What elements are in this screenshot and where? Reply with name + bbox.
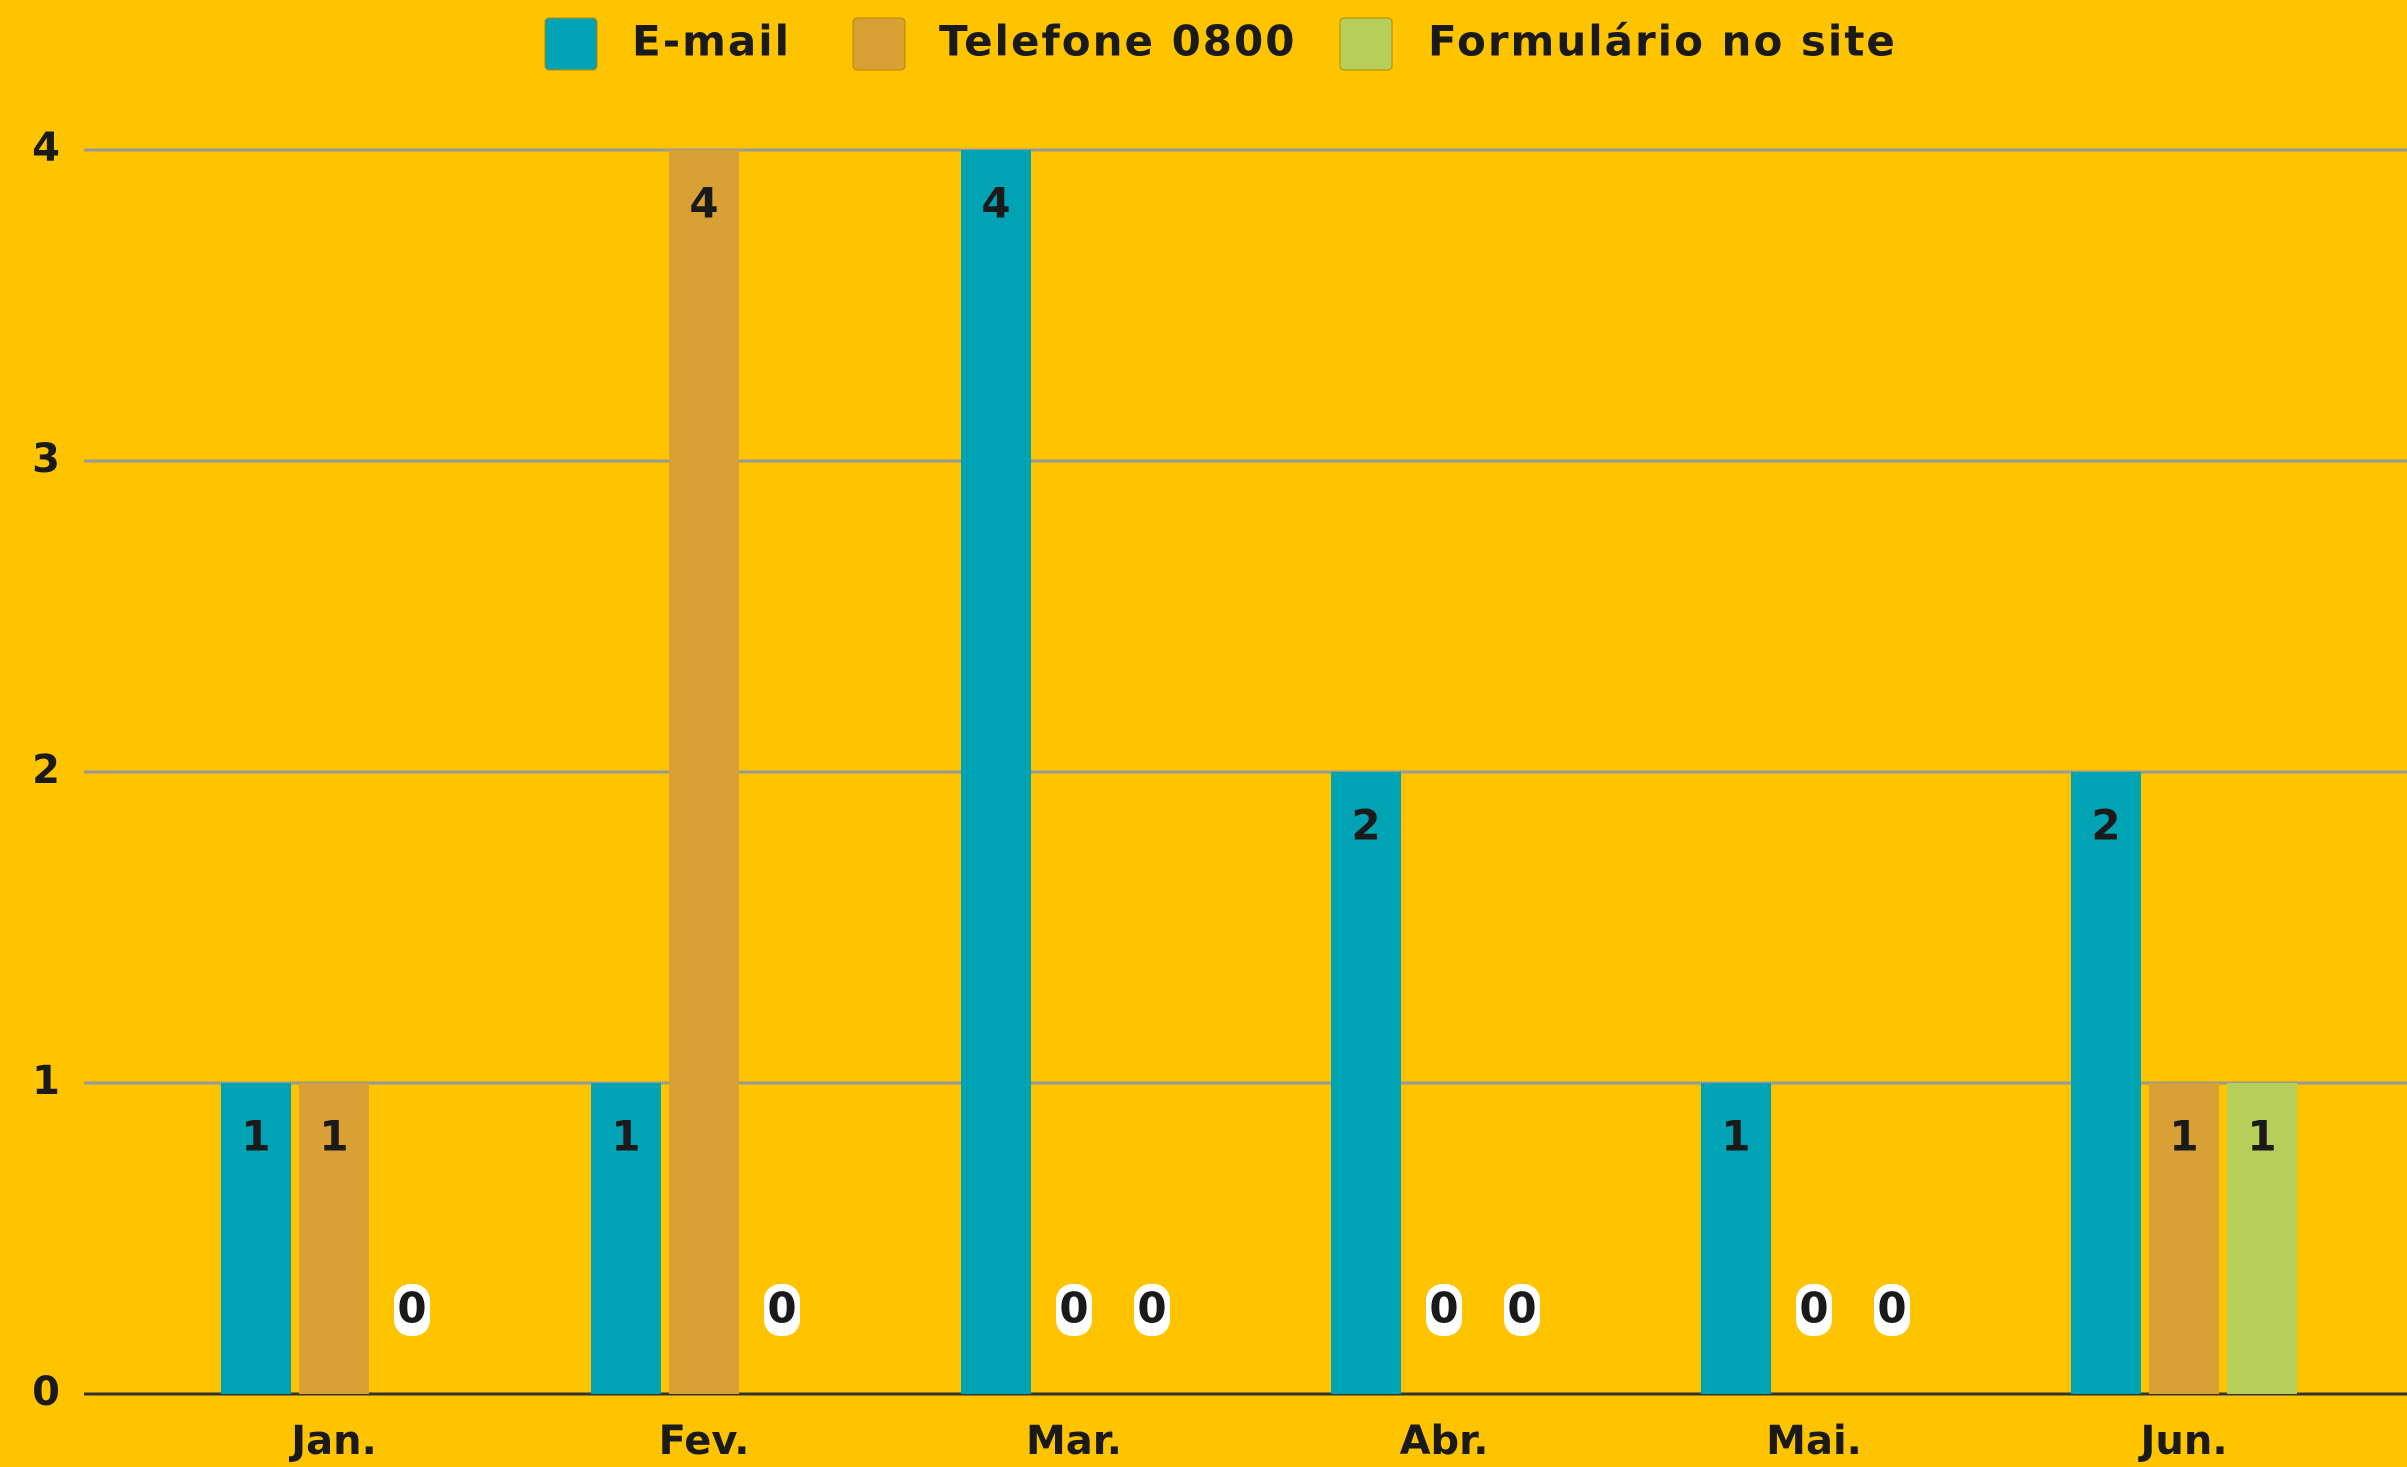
legend-swatch bbox=[1339, 17, 1393, 71]
bar bbox=[2227, 1083, 2297, 1394]
legend-label: Formulário no site bbox=[1428, 17, 1897, 66]
bar bbox=[1701, 1083, 1771, 1394]
x-tick-label: Mai. bbox=[1766, 1418, 1862, 1464]
legend-swatch bbox=[852, 17, 906, 71]
value-label: 1 bbox=[2247, 1112, 2276, 1161]
bar bbox=[1331, 772, 1401, 1394]
bar bbox=[2149, 1083, 2219, 1394]
y-tick-label: 2 bbox=[32, 747, 60, 793]
value-label: 0 bbox=[1799, 1284, 1828, 1333]
value-label: 0 bbox=[767, 1284, 796, 1333]
legend-label: E-mail bbox=[632, 17, 791, 66]
legend-swatch bbox=[544, 17, 598, 71]
value-label: 0 bbox=[1059, 1284, 1088, 1333]
value-label-bg bbox=[394, 1284, 430, 1336]
value-label: 2 bbox=[2091, 801, 2120, 850]
x-tick-label: Abr. bbox=[1400, 1418, 1489, 1464]
value-label: 4 bbox=[981, 179, 1010, 228]
value-label-bg bbox=[1874, 1284, 1910, 1336]
value-label: 1 bbox=[241, 1112, 270, 1161]
value-label: 0 bbox=[1877, 1284, 1906, 1333]
bar bbox=[961, 150, 1031, 1394]
value-label: 0 bbox=[1137, 1284, 1166, 1333]
value-label: 0 bbox=[397, 1284, 426, 1333]
bar bbox=[591, 1083, 661, 1394]
x-tick-label: Mar. bbox=[1026, 1418, 1122, 1464]
value-label-bg bbox=[1796, 1284, 1832, 1336]
value-label: 2 bbox=[1351, 801, 1380, 850]
value-label-bg bbox=[1426, 1284, 1462, 1336]
value-label-bg bbox=[1056, 1284, 1092, 1336]
bar bbox=[669, 150, 739, 1394]
value-label-bg bbox=[1134, 1284, 1170, 1336]
value-label: 4 bbox=[689, 179, 718, 228]
value-label: 0 bbox=[1429, 1284, 1458, 1333]
bar bbox=[2071, 772, 2141, 1394]
y-tick-label: 0 bbox=[32, 1369, 60, 1415]
y-tick-label: 1 bbox=[32, 1058, 60, 1104]
x-tick-label: Fev. bbox=[659, 1418, 750, 1464]
y-tick-label: 3 bbox=[32, 436, 60, 482]
legend-label: Telefone 0800 bbox=[939, 17, 1296, 66]
value-label: 0 bbox=[1507, 1284, 1536, 1333]
bar bbox=[299, 1083, 369, 1394]
bar bbox=[221, 1083, 291, 1394]
x-tick-label: Jan. bbox=[288, 1418, 377, 1464]
value-label-bg bbox=[764, 1284, 800, 1336]
value-label-bg bbox=[1504, 1284, 1540, 1336]
value-label: 1 bbox=[1721, 1112, 1750, 1161]
value-label: 1 bbox=[611, 1112, 640, 1161]
value-label: 1 bbox=[319, 1112, 348, 1161]
y-tick-label: 4 bbox=[32, 125, 60, 171]
value-label: 1 bbox=[2169, 1112, 2198, 1161]
x-tick-label: Jun. bbox=[2137, 1418, 2227, 1464]
